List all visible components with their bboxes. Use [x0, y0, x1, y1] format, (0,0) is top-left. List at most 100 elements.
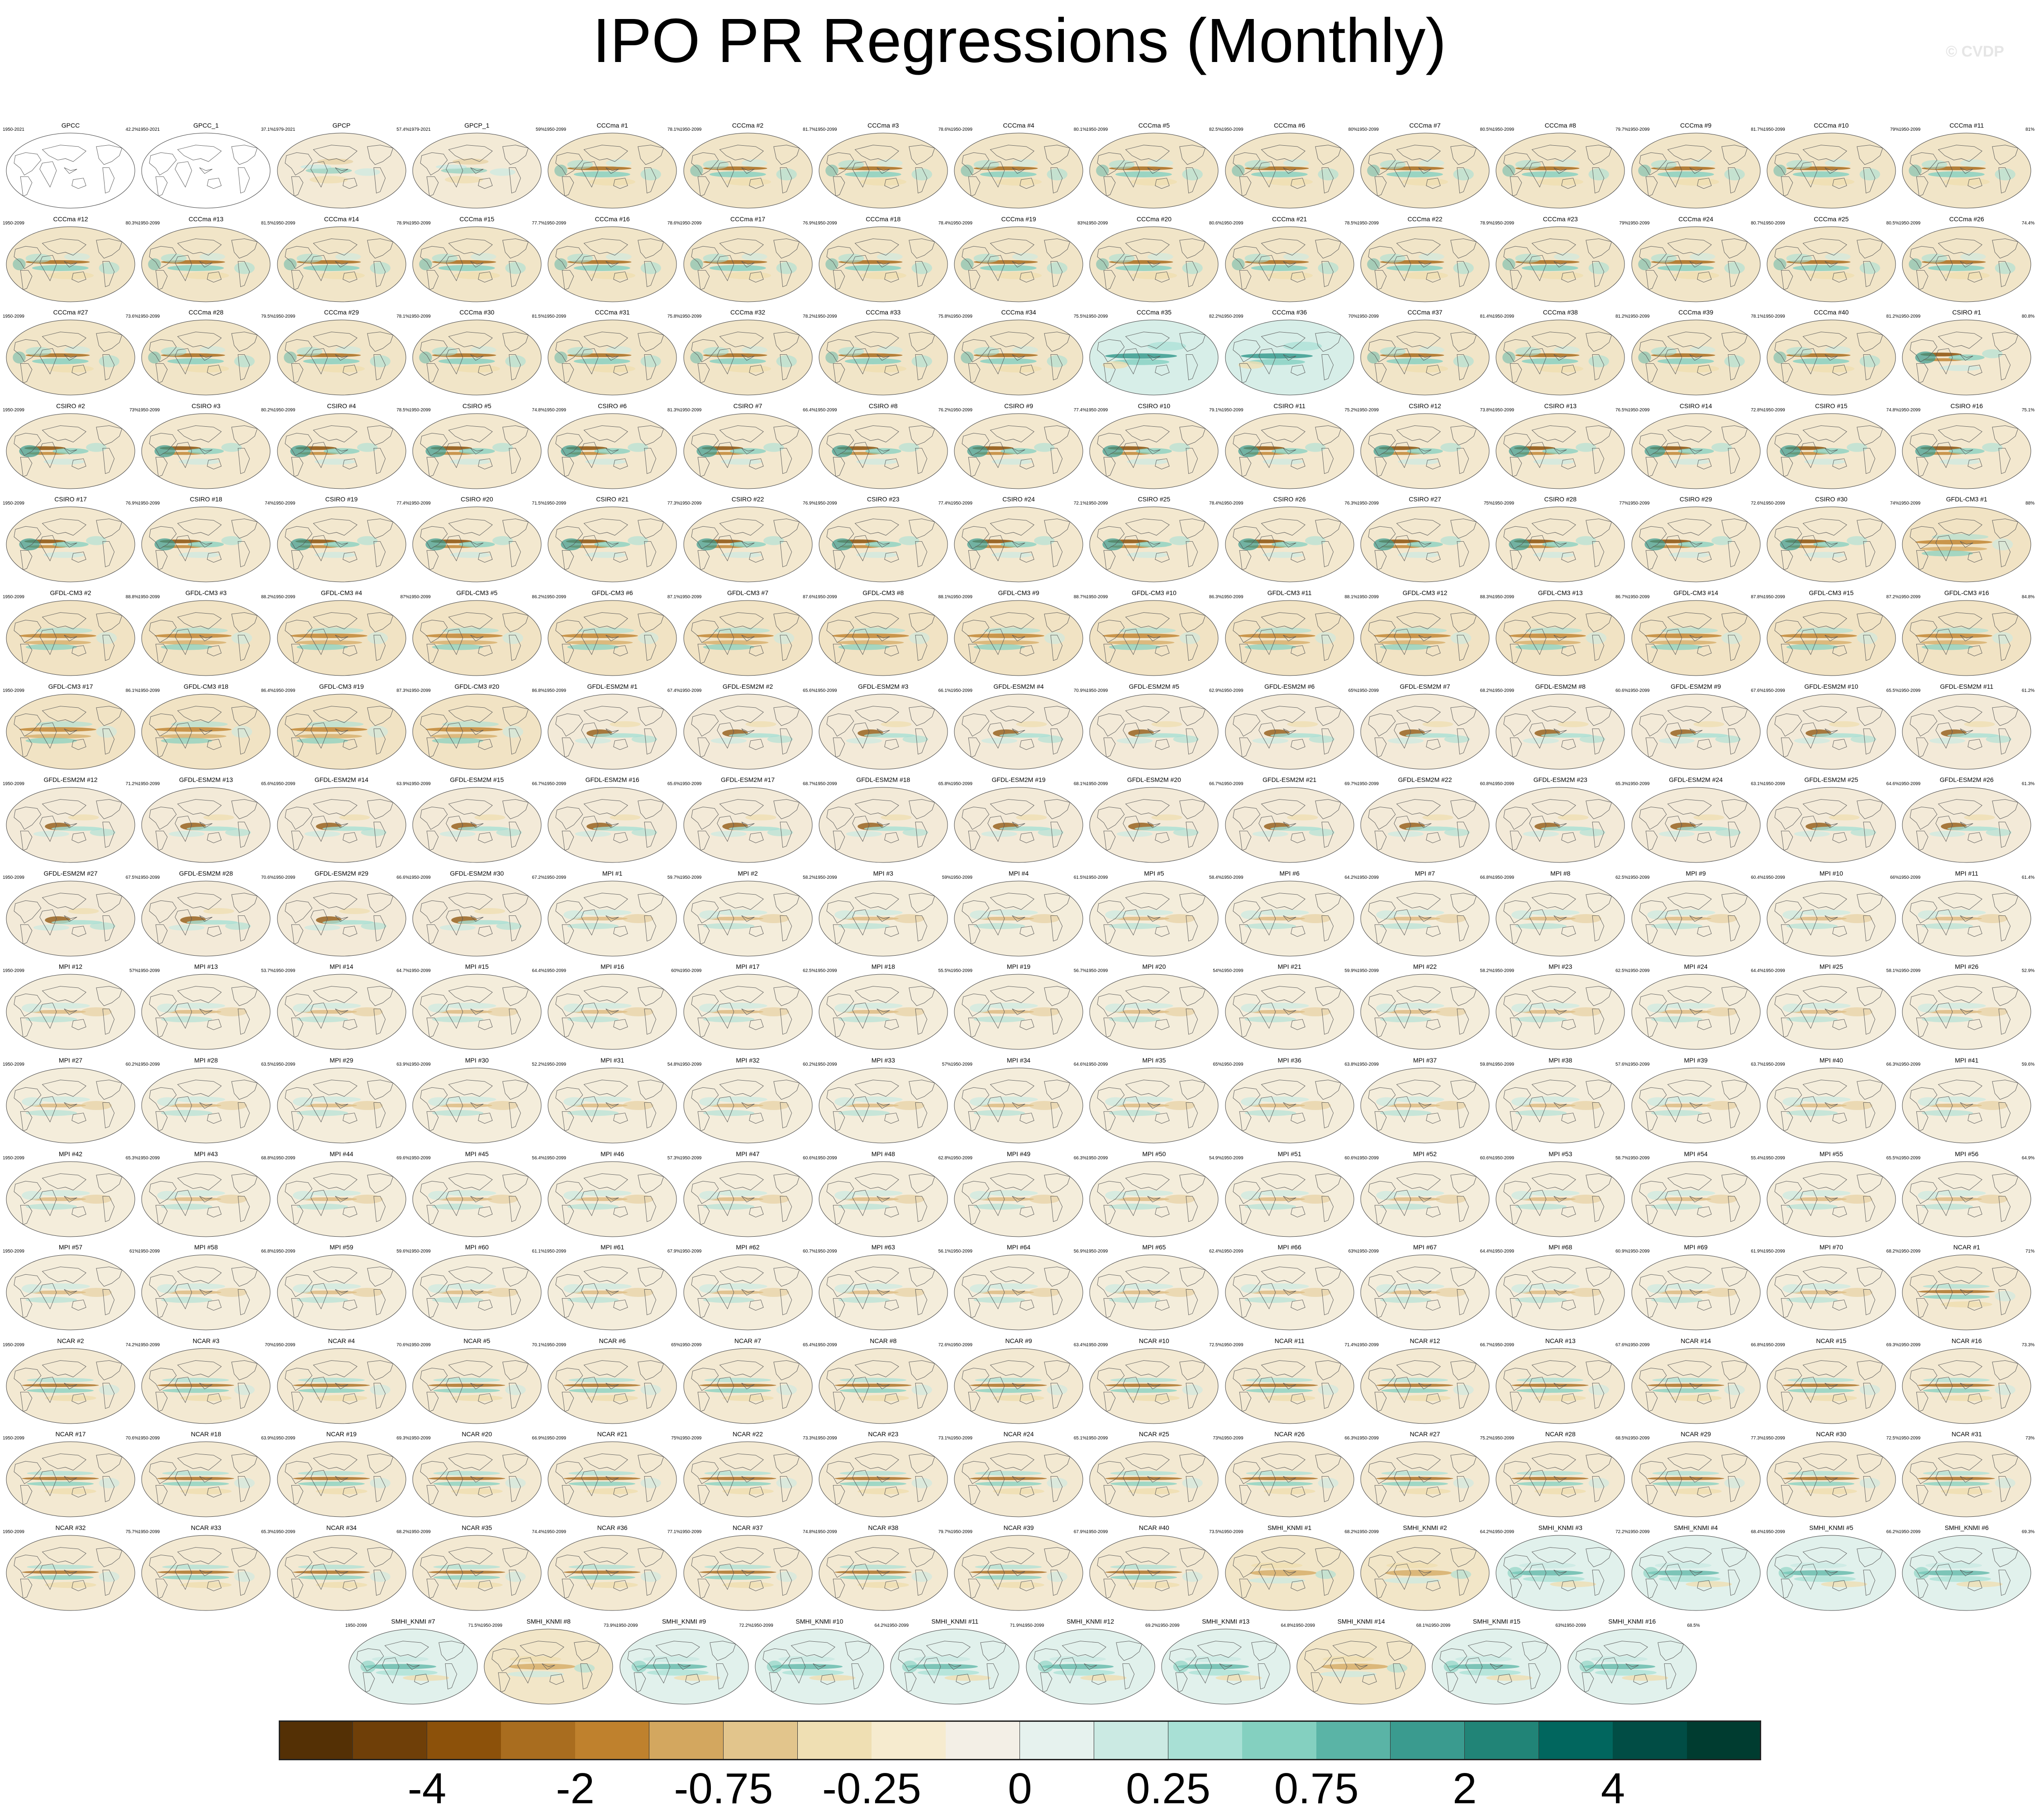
coastline — [583, 519, 629, 536]
coastline — [14, 526, 42, 550]
map-svg — [1089, 413, 1219, 489]
coastline — [1781, 737, 1793, 758]
coastline — [1450, 612, 1477, 633]
map-panel: CCCma #38 1950-2099 81.2% — [1492, 309, 1628, 398]
coastline — [313, 145, 357, 162]
anomaly-band — [1511, 1097, 1532, 1106]
map-field — [1361, 507, 1489, 582]
anomaly-band — [567, 644, 619, 650]
coastline — [1529, 909, 1547, 936]
coastline — [1503, 339, 1531, 362]
panel-title: CSIRO #23 — [867, 495, 900, 503]
map-panel: CCCma #33 1950-2099 75.8% — [815, 309, 951, 398]
coastline — [555, 526, 583, 550]
panel-percent: 78.9% — [1480, 220, 1493, 226]
map-panel: MPI #38 1950-2099 57.6% — [1492, 1057, 1628, 1146]
coastline — [509, 728, 521, 755]
anomaly-band — [1318, 262, 1339, 274]
map-border — [1089, 974, 1219, 1050]
coastline — [691, 526, 719, 550]
anomaly-band — [1047, 1478, 1068, 1489]
anomaly-band — [167, 265, 224, 271]
anomaly-band — [502, 632, 524, 644]
panel-years: 1950-2099 — [680, 127, 702, 132]
map-panel: GFDL-ESM2M #14 1950-2099 63.9% — [273, 776, 410, 865]
anomaly-band — [22, 1097, 43, 1106]
anomaly-band — [640, 355, 662, 367]
map-panel: MPI #69 1950-2099 61.9% — [1628, 1244, 1764, 1333]
coastline — [1155, 458, 1170, 470]
coastline — [420, 806, 448, 830]
anomaly-band — [1663, 909, 1715, 916]
map-field — [954, 226, 1083, 302]
map-svg — [954, 319, 1083, 395]
map-panel: GFDL-ESM2M #28 1950-2099 70.6% — [138, 870, 274, 959]
anomaly-band — [174, 1096, 225, 1103]
map-field — [548, 413, 677, 489]
panel-title: MPI #11 — [1955, 869, 1978, 877]
map-field — [819, 600, 948, 676]
coastline — [1097, 246, 1125, 269]
anomaly-band — [1380, 923, 1432, 929]
map-field — [954, 1442, 1083, 1517]
panel-title: GFDL-ESM2M #27 — [43, 869, 98, 877]
panel-years: 1950-2099 — [273, 781, 295, 787]
coastline — [177, 519, 222, 536]
map-panel: CSIRO #5 1950-2099 74.8% — [409, 402, 545, 491]
coastline — [207, 645, 222, 657]
coastline — [638, 332, 664, 352]
anomaly-band — [1808, 178, 1855, 186]
panel-percent: 61.2% — [2021, 688, 2035, 693]
anomaly-band — [296, 347, 322, 356]
coastline — [1774, 433, 1802, 456]
coastline — [1832, 552, 1847, 563]
anomaly-band — [554, 164, 567, 177]
map-svg — [683, 1161, 812, 1237]
map-panel: NCAR #14 1950-2099 66.8% — [1628, 1337, 1764, 1426]
map-svg — [819, 1161, 948, 1237]
coastline — [14, 994, 42, 1017]
map-field — [1361, 881, 1489, 956]
map-panel: GFDL-ESM2M #19 1950-2099 68.1% — [951, 776, 1086, 865]
map-svg — [548, 881, 677, 957]
anomaly-band — [367, 632, 388, 644]
anomaly-band — [1380, 1110, 1432, 1116]
anomaly-band — [1782, 910, 1803, 920]
coastline — [1179, 332, 1206, 352]
anomaly-band — [428, 1004, 449, 1013]
map-panel: NCAR #18 1950-2099 63.9% — [138, 1430, 274, 1520]
anomaly-band — [758, 1007, 789, 1017]
panel-percent: 68.2% — [1480, 688, 1493, 693]
anomaly-band — [834, 1191, 855, 1200]
panel-years: 1950-2099 — [544, 220, 567, 226]
coastline — [1123, 815, 1140, 842]
anomaly-band — [171, 627, 228, 634]
coastline — [605, 541, 619, 548]
panel-years: 1950-2099 — [680, 314, 702, 319]
coastline — [1998, 634, 2011, 661]
coastline — [149, 246, 177, 269]
anomaly-band — [306, 721, 363, 727]
coastline — [448, 799, 493, 816]
coastline — [1968, 271, 1982, 282]
coastline — [1832, 178, 1847, 189]
panel-years: 1950-2099 — [951, 968, 972, 974]
anomaly-band — [1995, 262, 2016, 274]
map-border — [548, 600, 677, 676]
coastline — [448, 986, 493, 1004]
anomaly-band — [563, 1004, 584, 1013]
panel-title: GFDL-ESM2M #4 — [993, 682, 1044, 690]
coastlines — [1639, 238, 1748, 290]
anomaly-band — [298, 1471, 365, 1476]
anomaly-band — [563, 1284, 584, 1293]
coastline — [102, 728, 115, 755]
anomaly-band — [970, 1097, 991, 1106]
map-border — [683, 319, 812, 395]
coastline — [1689, 822, 1703, 829]
anomaly-band — [1102, 538, 1124, 551]
coastline — [1802, 425, 1847, 443]
map-border — [1089, 133, 1219, 209]
panel-title: GFDL-CM3 #5 — [456, 589, 498, 596]
panel-percent: 78.6% — [938, 127, 951, 132]
anomaly-band — [980, 358, 1037, 365]
